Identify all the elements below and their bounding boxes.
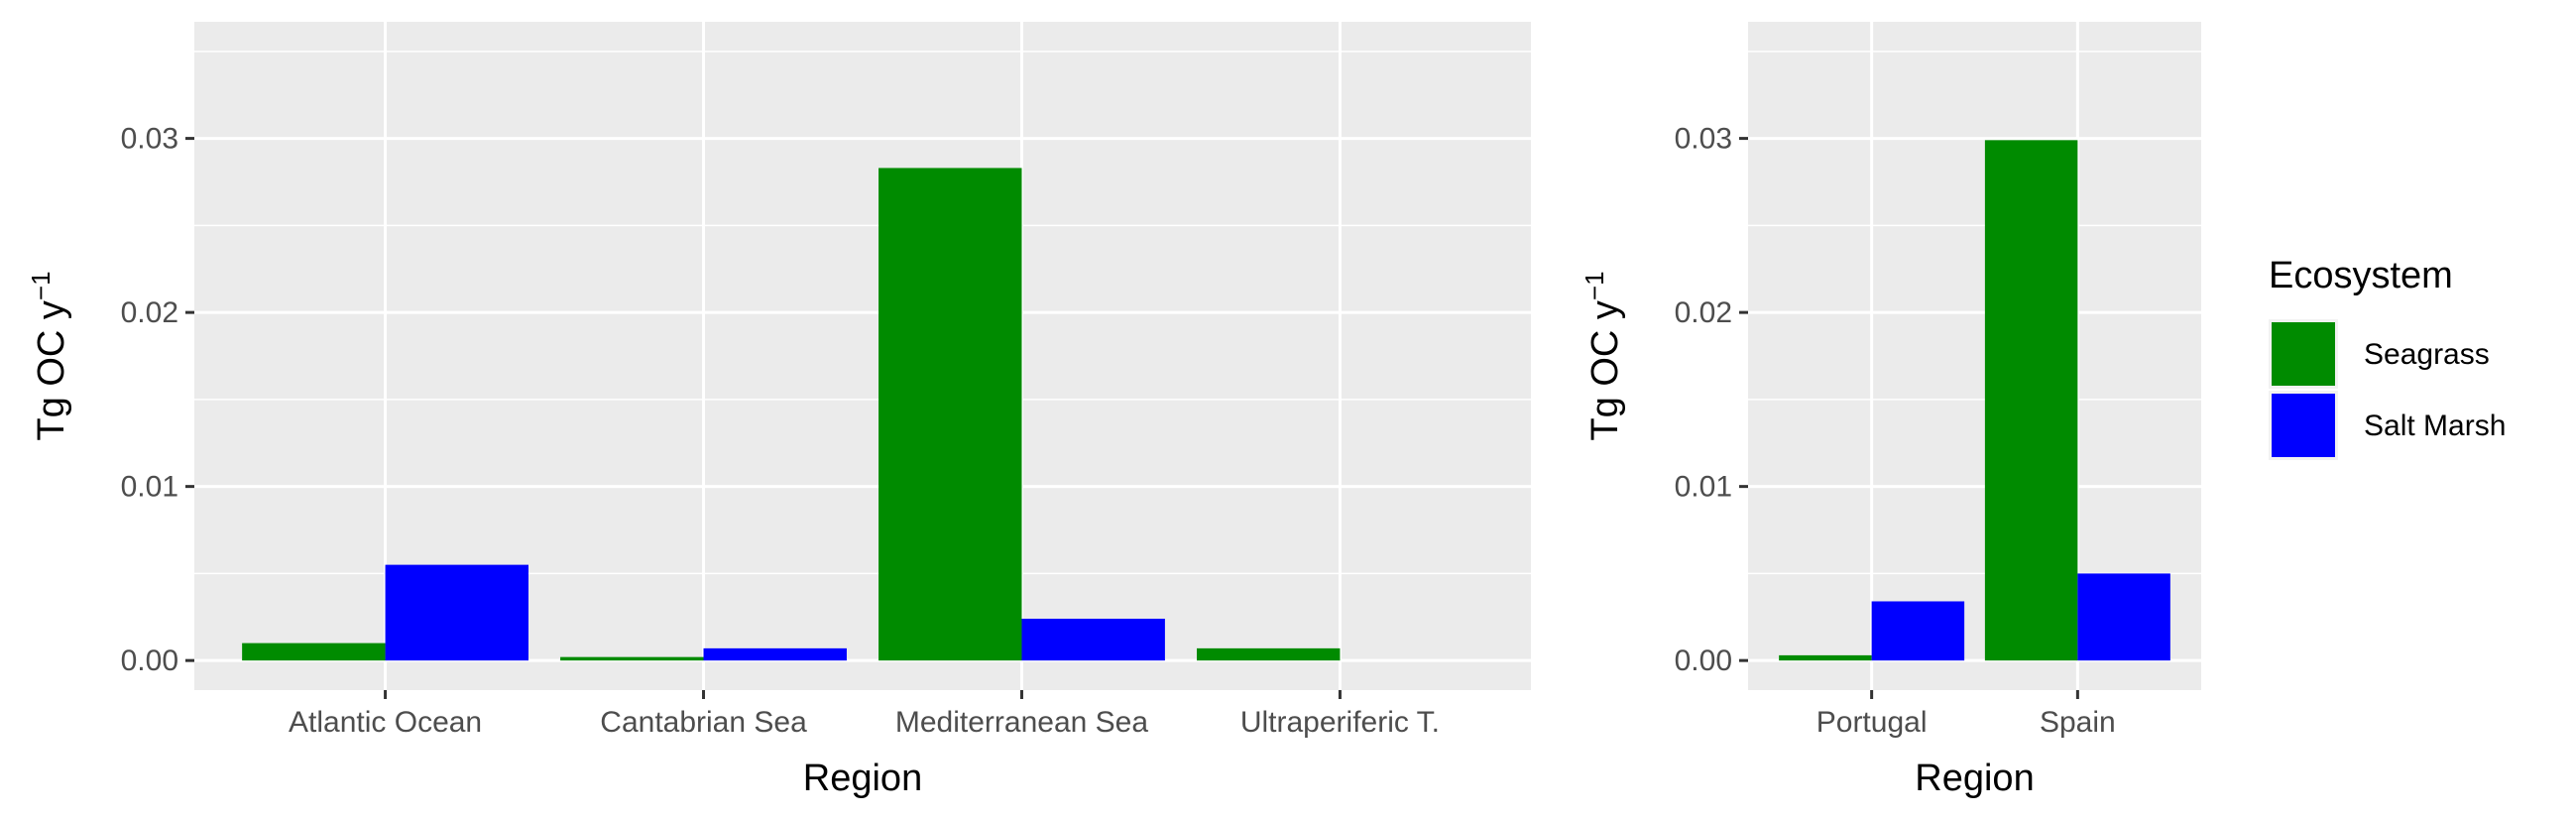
panel-left-regions: 0.00 0.01 0.02 0.03 Atlantic Ocean Cantabria…	[26, 22, 1531, 799]
legend-swatch-seagrass	[2272, 322, 2335, 386]
y-axis-title-superscript: −1	[1580, 271, 1609, 300]
bar-seagrass-atlantic-ocean	[242, 643, 386, 661]
x-tick-label: Atlantic Ocean	[289, 706, 482, 739]
legend-items: Seagrass Salt Marsh	[2269, 319, 2506, 460]
bar-salt-marsh-cantabrian-sea	[703, 647, 847, 661]
legend: Ecosystem Seagrass Salt Marsh	[2269, 255, 2506, 460]
y-tick-label: 0.03	[121, 123, 178, 156]
x-axis-title-right: Region	[1915, 758, 2034, 799]
y-tick-label: 0.00	[121, 644, 178, 677]
x-tick-label: Mediterranean Sea	[895, 706, 1148, 739]
y-axis-title-superscript: −1	[26, 271, 56, 300]
x-tick-label: Ultraperiferic T.	[1240, 706, 1440, 739]
x-axis-left: Atlantic Ocean Cantabrian Sea Mediterranea…	[289, 690, 1440, 739]
y-tick-label: 0.01	[121, 471, 178, 504]
bar-salt-marsh-atlantic-ocean	[385, 564, 528, 661]
x-tick-label: Cantabrian Sea	[600, 706, 807, 739]
bar-salt-marsh-portugal	[1871, 601, 1965, 661]
bar-seagrass-spain	[1984, 140, 2078, 661]
y-axis-left: 0.00 0.01 0.02 0.03	[121, 123, 194, 677]
x-axis-title-left: Region	[803, 758, 922, 799]
y-tick-label: 0.01	[1675, 471, 1732, 504]
bar-seagrass-cantabrian-sea	[560, 656, 704, 661]
y-axis-title-right: Tg OC y−1	[1580, 271, 1626, 440]
bar-seagrass-mediterranean-sea	[878, 168, 1022, 661]
x-tick-label: Spain	[2040, 706, 2116, 739]
bar-salt-marsh-mediterranean-sea	[1021, 619, 1165, 661]
y-tick-label: 0.00	[1675, 644, 1732, 677]
bar-seagrass-ultraperiferic-t	[1197, 647, 1341, 661]
y-tick-label: 0.02	[1675, 296, 1732, 329]
bar-salt-marsh-spain	[2077, 573, 2170, 661]
legend-title: Ecosystem	[2269, 255, 2453, 296]
y-axis-title-left: Tg OC y−1	[26, 271, 72, 440]
x-tick-label: Portugal	[1816, 706, 1928, 739]
y-tick-label: 0.02	[121, 296, 178, 329]
bars-right	[1779, 140, 2170, 661]
legend-swatch-salt-marsh	[2272, 394, 2335, 457]
y-axis-title-main: Tg OC y	[1584, 300, 1626, 440]
legend-label-seagrass: Seagrass	[2364, 338, 2490, 371]
y-tick-label: 0.03	[1675, 123, 1732, 156]
bar-seagrass-portugal	[1779, 654, 1872, 661]
legend-label-salt-marsh: Salt Marsh	[2364, 410, 2506, 442]
bars-left	[242, 168, 1341, 661]
y-axis-title-main: Tg OC y	[31, 300, 72, 440]
panel-right-countries: 0.00 0.01 0.02 0.03 Portugal Spain Region Tg…	[1580, 22, 2201, 799]
y-axis-right: 0.00 0.01 0.02 0.03	[1675, 123, 1748, 677]
x-axis-right: Portugal Spain	[1816, 690, 2116, 739]
